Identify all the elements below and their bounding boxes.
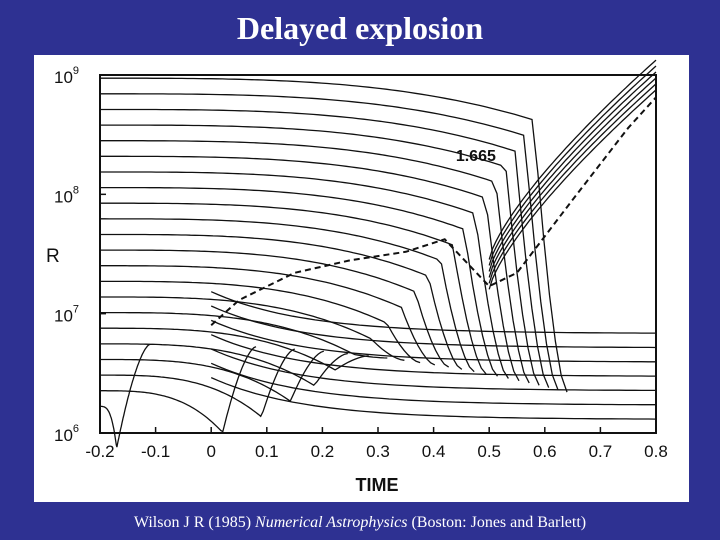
- caption-book-title: Numerical Astrophysics: [255, 514, 408, 531]
- shock-front-curve: [210, 96, 657, 326]
- mass-shell-curve: [100, 249, 450, 368]
- settled-shell-curve: [210, 362, 656, 406]
- x-axis-label: TIME: [356, 475, 399, 495]
- mass-shell-curve: [100, 155, 520, 382]
- y-axis-label: R: [46, 246, 60, 267]
- y-tick-base: 10: [54, 307, 73, 326]
- settled-shell-curve: [210, 291, 656, 334]
- x-tick-label: -0.1: [141, 442, 170, 461]
- x-tick-label: 0.8: [644, 442, 668, 461]
- mass-shell-curve: [100, 348, 296, 418]
- x-tick-label: 0.3: [366, 442, 390, 461]
- settled-shell-curve: [210, 305, 657, 349]
- settled-shell-curve: [210, 348, 656, 392]
- mass-shell-curve: [100, 202, 487, 375]
- y-tick-base: 10: [54, 187, 73, 206]
- x-tick-label: -0.2: [85, 442, 114, 461]
- mass-shell-curve: [100, 124, 540, 386]
- x-tick-label: 0.6: [533, 442, 557, 461]
- x-tick-label: 0.7: [589, 442, 613, 461]
- y-tick-exponent: 8: [73, 184, 79, 196]
- y-tick-exponent: 7: [73, 304, 79, 316]
- x-tick-label: 0: [206, 442, 215, 461]
- expanding-shell-curve: [488, 65, 657, 266]
- mass-shell-curve: [100, 171, 509, 379]
- mass-shell-curve: [100, 346, 257, 433]
- slide-title: Delayed explosion: [236, 10, 484, 46]
- y-tick-label: 109: [54, 65, 79, 87]
- y-tick-label: 108: [54, 184, 79, 206]
- mass-shell-curve: [100, 350, 325, 403]
- expanding-shell-curve: [488, 71, 657, 272]
- y-tick-label: 106: [54, 423, 79, 445]
- mass-shell-curve: [100, 296, 405, 361]
- figure-caption: Wilson J R (1985) Numerical Astrophysics…: [0, 514, 720, 532]
- y-tick-base: 10: [54, 68, 73, 87]
- mass-shell-trajectories: [100, 59, 657, 448]
- mass-shell-curve: [100, 186, 499, 377]
- shock-front-line: [210, 96, 657, 326]
- expanding-shell-curve: [488, 77, 657, 278]
- mass-shell-curve: [100, 218, 475, 373]
- settled-shell-curve: [210, 334, 656, 377]
- mass-shell-curve: [100, 108, 550, 388]
- expanding-shell-curve: [488, 59, 657, 260]
- mass-shell-curve: [100, 93, 559, 391]
- figure-panel: -0.2 -0.1 0 0.1 0.2 0.3 0.4 0.5 0.6 0.7 0.8 106 107…: [34, 55, 689, 502]
- y-tick-exponent: 6: [73, 423, 79, 435]
- expanding-shell-curve: [488, 83, 657, 284]
- mass-shell-plot: -0.2 -0.1 0 0.1 0.2 0.3 0.4 0.5 0.6 0.7 0.8 106107…: [46, 59, 668, 495]
- caption-author-year: Wilson J R (1985): [133, 514, 256, 531]
- x-tick-label: 0.2: [311, 442, 335, 461]
- y-tick-exponent: 9: [73, 65, 79, 77]
- x-tick-label: 0.1: [255, 442, 279, 461]
- plot-frame: [99, 74, 657, 434]
- x-tick-label: 0.5: [477, 442, 501, 461]
- x-tick-label: 0.4: [422, 442, 446, 461]
- mass-shell-curve: [100, 343, 151, 448]
- mass-shell-curve: [100, 77, 568, 393]
- y-tick-base: 10: [54, 426, 73, 445]
- y-tick-label: 107: [54, 304, 79, 326]
- caption-publisher: (Boston: Jones and Barlett): [407, 514, 587, 531]
- annotations: 1.665: [456, 148, 496, 165]
- mass-shell-curve: [100, 265, 436, 366]
- settled-shell-curve: [210, 377, 657, 420]
- mass-shell-curve: [100, 343, 348, 387]
- mass-shell-curve: [100, 140, 530, 384]
- mass-shell-curve: [100, 327, 369, 371]
- mass-shell-curve: [100, 280, 421, 364]
- mass-shell-curve: [100, 233, 463, 370]
- mass-label-annotation: 1.665: [456, 148, 496, 165]
- expanding-shell-curve: [488, 89, 657, 290]
- mass-shell-curve: [100, 311, 388, 359]
- settled-shell-curve: [210, 319, 656, 363]
- x-axis-ticks: -0.2 -0.1 0 0.1 0.2 0.3 0.4 0.5 0.6 0.7 0.8: [85, 427, 668, 461]
